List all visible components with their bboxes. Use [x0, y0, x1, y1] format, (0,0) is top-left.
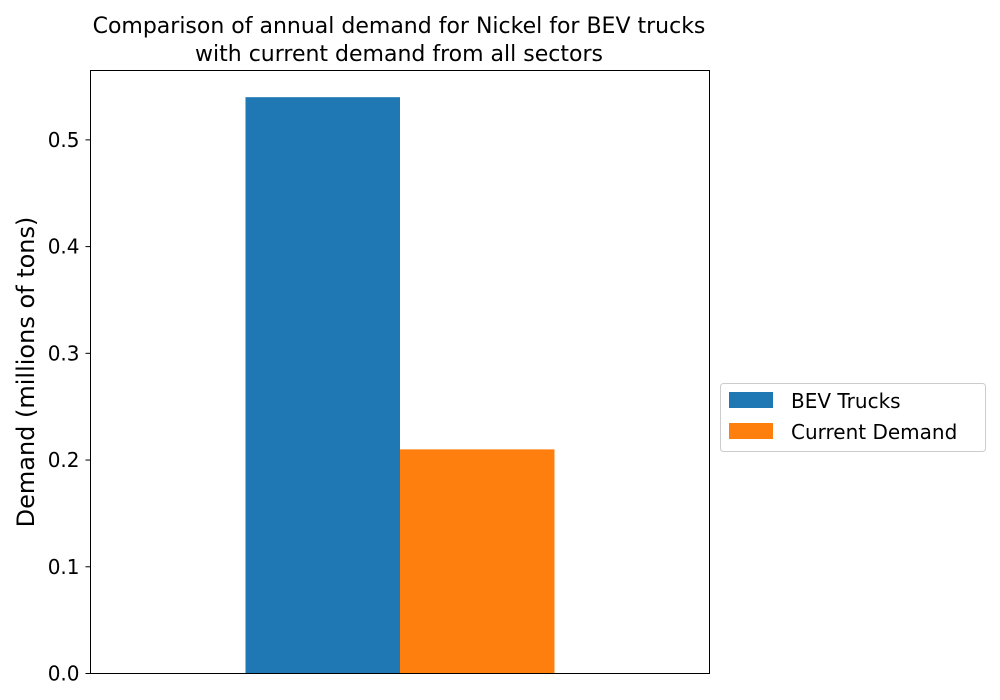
chart-title: Comparison of annual demand for Nickel f… [93, 14, 706, 67]
legend-swatch-bev-trucks [729, 392, 773, 408]
y-tick-label: 0.5 [48, 128, 80, 152]
y-axis-label: Demand (millions of tons) [12, 217, 40, 528]
y-axis: 0.0 0.1 0.2 0.3 0.4 0.5 [48, 128, 91, 686]
y-tick-label: 0.1 [48, 555, 80, 579]
legend-label-bev-trucks: BEV Trucks [791, 389, 901, 413]
y-tick-label: 0.3 [48, 341, 80, 365]
chart-title-line-2: with current demand from all sectors [195, 42, 603, 67]
legend-label-current-demand: Current Demand [791, 420, 957, 444]
legend-frame [720, 383, 986, 452]
y-tick-label: 0.4 [48, 235, 80, 259]
bar-current-demand [400, 449, 555, 674]
chart-title-line-1: Comparison of annual demand for Nickel f… [93, 14, 706, 39]
legend: BEV Trucks Current Demand [720, 383, 986, 452]
bars [245, 97, 555, 674]
y-tick-label: 0.0 [48, 662, 80, 686]
y-tick-label: 0.2 [48, 448, 80, 472]
legend-swatch-current-demand [729, 423, 773, 439]
plot-frame [90, 70, 710, 674]
bar-bev-trucks [245, 97, 400, 674]
